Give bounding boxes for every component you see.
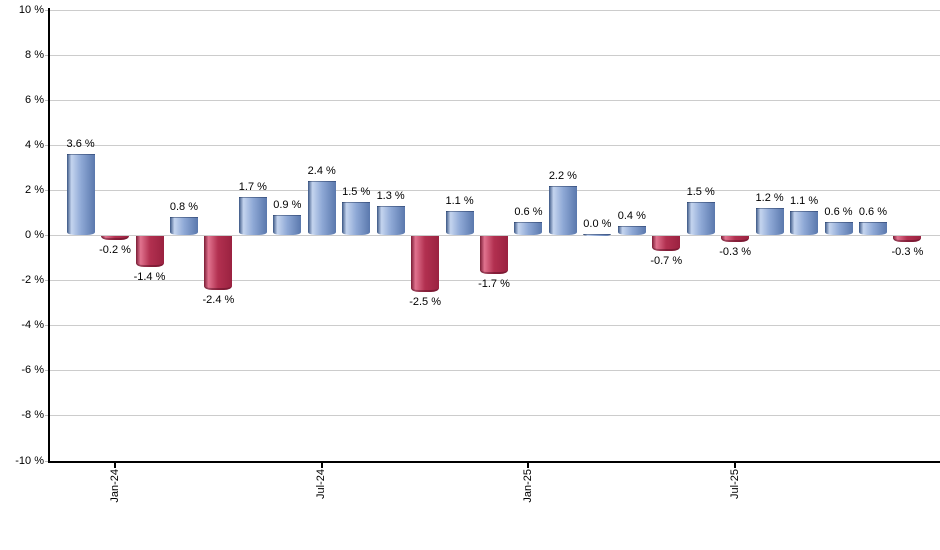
x-axis-tick-label: Jul-24: [315, 469, 328, 499]
y-axis-tick-label: -4 %: [21, 319, 44, 332]
y-axis-tick-label: 4 %: [25, 138, 44, 151]
bar-Jan-25: [514, 221, 543, 236]
bar-Apr-24: [204, 235, 233, 290]
y-axis-tick-label: 10 %: [18, 3, 44, 16]
y-axis-tick: [45, 99, 50, 101]
bar-May-24: [238, 197, 267, 236]
bar-May-25: [652, 235, 681, 252]
bar-Feb-25: [548, 185, 577, 236]
bar-value-label: 0.6 %: [858, 205, 887, 218]
x-axis-tick-label: Jan-24: [108, 469, 121, 503]
x-axis-tick: [320, 463, 323, 468]
bar-Jun-25: [686, 201, 715, 236]
y-axis-tick: [45, 54, 50, 56]
bar-Dec-25: [893, 235, 922, 243]
y-axis-tick: [45, 460, 50, 462]
bar-Oct-25: [824, 221, 853, 236]
bar-value-label: -0.3 %: [719, 246, 752, 259]
gridline--4: [50, 325, 940, 327]
gridline-4: [50, 144, 940, 146]
y-axis-tick-label: 8 %: [25, 48, 44, 61]
gridline-8: [50, 54, 940, 56]
bar-Jul-24: [307, 181, 336, 236]
bar-Oct-24: [411, 235, 440, 292]
bar-value-label: -1.4 %: [133, 271, 166, 284]
y-axis-tick: [45, 370, 50, 372]
bar-Aug-24: [342, 201, 371, 236]
y-axis-tick-label: 2 %: [25, 183, 44, 196]
y-axis-tick-label: 6 %: [25, 93, 44, 106]
bar-Sep-25: [790, 210, 819, 236]
bar-value-label: 0.0 %: [583, 217, 612, 230]
bar-value-label: -1.7 %: [478, 277, 510, 290]
y-axis-tick: [45, 280, 50, 282]
bar-Apr-25: [617, 226, 646, 236]
y-axis-tick-label: -8 %: [21, 409, 44, 422]
bar-value-label: 1.1 %: [445, 194, 474, 207]
y-axis-tick-label: -6 %: [21, 364, 44, 377]
bar-Mar-24: [169, 217, 198, 236]
x-axis-tick: [114, 463, 117, 468]
bar-value-label: 0.8 %: [169, 201, 198, 214]
y-axis-tick: [45, 9, 50, 11]
bar-value-label: -2.4 %: [202, 293, 235, 306]
bar-value-label: 1.5 %: [342, 185, 371, 198]
bar-Sep-24: [376, 206, 405, 236]
bar-Mar-25: [583, 233, 612, 236]
y-axis-tick-label: 0 %: [25, 229, 44, 241]
y-axis-line: [48, 8, 50, 463]
gridline--8: [50, 415, 940, 417]
bar-value-label: 0.4 %: [617, 210, 646, 223]
gridline-10: [50, 9, 940, 11]
bar-value-label: 0.6 %: [514, 205, 543, 218]
bar-value-label: -0.2 %: [99, 244, 131, 256]
y-axis-tick-label: -2 %: [21, 274, 44, 287]
y-axis-tick: [45, 235, 50, 236]
bar-Jul-25: [721, 235, 750, 243]
bar-value-label: 3.6 %: [66, 138, 95, 151]
bar-value-label: -2.5 %: [409, 295, 441, 308]
bar-value-label: -0.7 %: [650, 255, 683, 268]
x-axis-tick-label: Jan-25: [521, 469, 534, 503]
bar-Nov-25: [858, 221, 887, 236]
bar-value-label: 1.5 %: [686, 185, 715, 198]
y-axis-tick: [45, 144, 50, 146]
y-axis-tick: [45, 415, 50, 417]
bar-value-label: 0.6 %: [824, 205, 853, 218]
x-axis-line: [48, 461, 940, 463]
bar-Feb-24: [135, 235, 164, 268]
bar-value-label: 2.4 %: [307, 165, 336, 178]
bar-value-label: 1.7 %: [238, 181, 267, 194]
bar-value-label: 0.9 %: [273, 199, 302, 212]
gridline--6: [50, 370, 940, 372]
gridline--2: [50, 280, 940, 282]
bar-Jan-24: [101, 235, 130, 240]
bar-value-label: 2.2 %: [548, 169, 577, 182]
bar-Aug-25: [755, 208, 784, 236]
gridline-6: [50, 99, 940, 101]
bar-Dec-23: [66, 154, 95, 236]
bar-Dec-24: [480, 235, 508, 274]
bar-value-label: 1.1 %: [789, 194, 819, 207]
bar-value-label: 1.2 %: [755, 192, 784, 205]
bar-Nov-24: [445, 210, 474, 236]
x-axis-tick-label: Jul-25: [728, 469, 741, 499]
bar-value-label: -0.3 %: [891, 246, 924, 259]
gridline-2: [50, 189, 940, 191]
bar-value-label: 1.3 %: [376, 190, 405, 203]
y-axis-tick-label: -10 %: [15, 454, 44, 467]
x-axis-tick: [527, 463, 530, 468]
x-axis-tick: [734, 463, 737, 468]
y-axis-tick: [45, 189, 50, 191]
bar-Jun-24: [273, 215, 302, 236]
y-axis-tick: [45, 325, 50, 327]
